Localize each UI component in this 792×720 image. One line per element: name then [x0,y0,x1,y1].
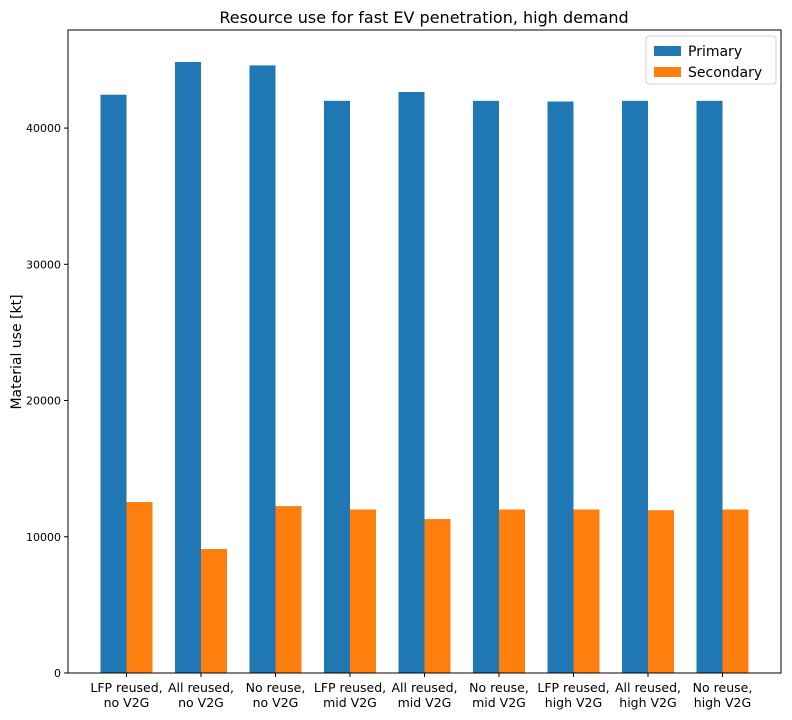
legend-swatch-secondary [654,67,681,77]
bar-secondary-1 [126,502,153,673]
x-tick-label-1: LFP reused, no V2G [90,680,162,710]
y-tick-label-5: 40000 [26,122,61,135]
y-tick-label-1: 0 [54,667,61,680]
bar-secondary-8 [648,510,674,673]
x-tick-label-3: No reuse, no V2G [246,680,306,710]
bar-primary-7 [547,101,574,673]
bar-primary-2 [175,62,201,673]
legend-label-primary: Primary [688,44,742,60]
bar-primary-5 [398,91,425,673]
bar-primary-4 [324,100,350,673]
y-axis-label: Material use [kt] [9,294,25,409]
bar-primary-3 [249,65,276,673]
bar-primary-1 [100,94,127,674]
bar-primary-6 [473,100,499,673]
x-tick-label-6: No reuse, mid V2G [469,680,529,710]
x-tick-label-2: All reused, no V2G [168,680,234,710]
y-tick-label-2: 10000 [26,531,61,544]
bar-secondary-4 [350,509,376,673]
x-tick-label-8: All reused, high V2G [615,680,681,710]
legend-label-secondary: Secondary [688,65,762,81]
x-tick-label-5: All reused, mid V2G [391,680,457,710]
x-tick-label-4: LFP reused, mid V2G [314,680,386,710]
y-tick-label-3: 20000 [26,395,61,408]
legend: Primary Secondary [645,35,777,85]
x-tick-label-7: LFP reused, high V2G [537,680,609,710]
y-tick-label-4: 30000 [26,258,61,271]
bar-secondary-2 [201,549,227,673]
x-tick-label-9: No reuse, high V2G [693,680,753,710]
bar-primary-9 [696,100,723,673]
bar-primary-8 [622,100,648,673]
chart-title: Resource use for fast EV penetration, hi… [219,8,628,27]
bar-secondary-3 [275,506,302,673]
bar-secondary-9 [722,509,749,673]
bar-secondary-7 [573,509,600,673]
legend-swatch-primary [654,46,681,56]
bar-secondary-5 [424,519,451,673]
bar-secondary-6 [499,509,525,673]
